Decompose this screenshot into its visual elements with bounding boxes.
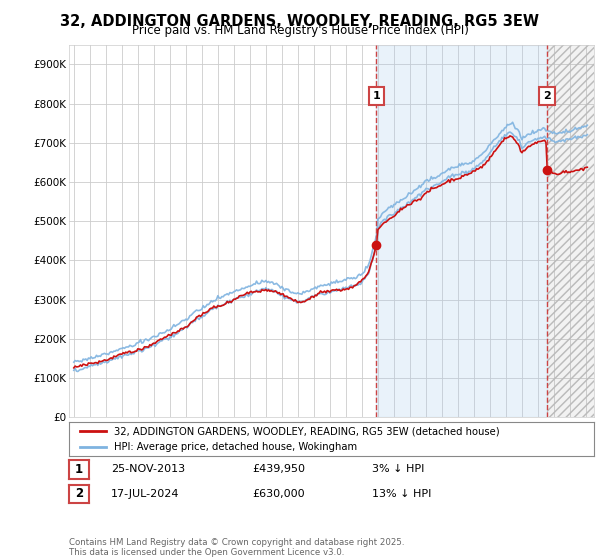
Text: 2: 2 [75,487,83,501]
Text: 1: 1 [373,91,380,101]
Bar [547,45,594,417]
Text: 1: 1 [75,463,83,476]
Text: 32, ADDINGTON GARDENS, WOODLEY, READING, RG5 3EW: 32, ADDINGTON GARDENS, WOODLEY, READING,… [61,14,539,29]
Text: Price paid vs. HM Land Registry's House Price Index (HPI): Price paid vs. HM Land Registry's House … [131,24,469,37]
Text: 13% ↓ HPI: 13% ↓ HPI [372,489,431,499]
Text: 17-JUL-2024: 17-JUL-2024 [111,489,179,499]
Text: 25-NOV-2013: 25-NOV-2013 [111,464,185,474]
Text: 3% ↓ HPI: 3% ↓ HPI [372,464,424,474]
Text: 2: 2 [543,91,551,101]
Bar [376,45,547,417]
Text: HPI: Average price, detached house, Wokingham: HPI: Average price, detached house, Woki… [113,442,357,452]
Text: 32, ADDINGTON GARDENS, WOODLEY, READING, RG5 3EW (detached house): 32, ADDINGTON GARDENS, WOODLEY, READING,… [113,426,499,436]
Text: £630,000: £630,000 [252,489,305,499]
Text: £439,950: £439,950 [252,464,305,474]
Bar [547,45,594,417]
Text: Contains HM Land Registry data © Crown copyright and database right 2025.
This d: Contains HM Land Registry data © Crown c… [69,538,404,557]
